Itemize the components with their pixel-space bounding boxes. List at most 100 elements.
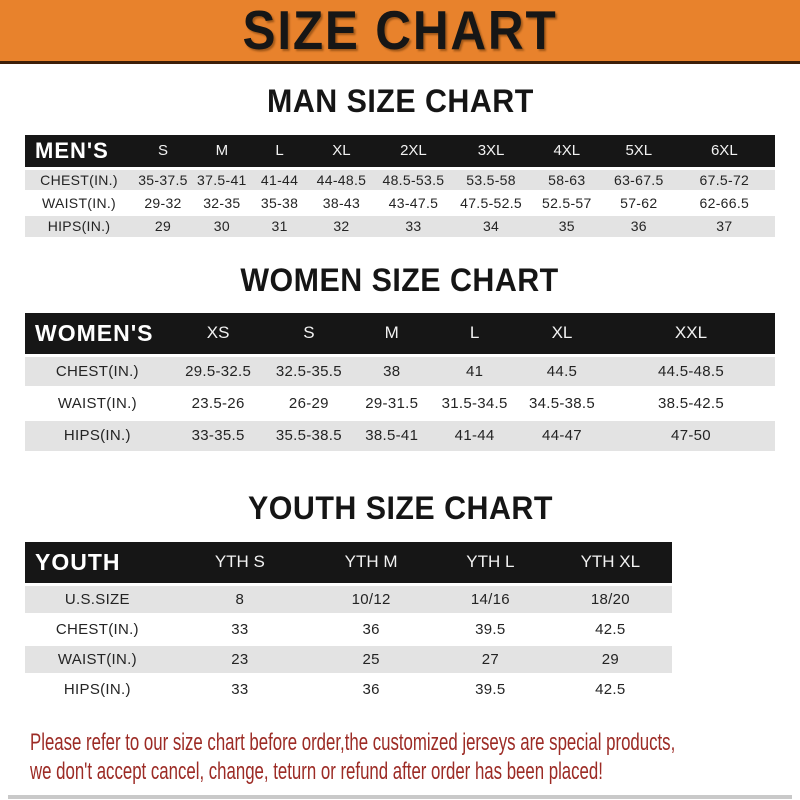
size-value-cell: 33 — [231, 681, 249, 699]
size-value-cell: 35 — [558, 218, 575, 235]
size-value-cell: 32 — [333, 218, 350, 235]
size-value-cell: 14/16 — [470, 590, 510, 608]
size-value-cell: 30 — [213, 218, 230, 235]
size-value-cell: 33 — [231, 620, 249, 638]
size-value-cell: 33 — [405, 218, 422, 235]
row-label-cell: CHEST(IN.) — [40, 171, 118, 188]
size-value-cell: 32.5-35.5 — [275, 362, 342, 380]
table-row: HIPS(IN.) 33 36 39.5 42.5 — [25, 674, 775, 704]
size-value-cell: 42.5 — [595, 620, 626, 638]
size-column-header: YTH XL — [580, 552, 641, 572]
size-value-cell: 25 — [362, 650, 380, 668]
table-row: CHEST(IN.) 29.5-32.5 32.5-35.5 38 41 44.5 44.5… — [25, 355, 775, 387]
footer-note: Please refer to our size chart before or… — [0, 728, 800, 786]
size-value-cell: 44.5-48.5 — [657, 362, 725, 380]
size-value-cell: 44.5 — [546, 362, 578, 380]
row-label-cell: WAIST(IN.) — [57, 650, 137, 668]
size-value-cell: 36 — [362, 681, 380, 699]
size-value-cell: 35-38 — [260, 194, 299, 211]
women-heading-text: WOMEN SIZE CHART — [240, 262, 560, 298]
size-value-cell: 32-35 — [203, 194, 241, 211]
size-value-cell: 44-47 — [542, 427, 582, 445]
banner: SIZE CHART — [0, 0, 800, 64]
section-women: WOMEN SIZE CHART WOMEN'S XS S M L XL XXL CHEST(… — [0, 263, 800, 451]
size-column-header: 6XL — [710, 142, 738, 160]
table-row: HIPS(IN.) 29 30 31 32 33 34 35 36 37 — [25, 214, 775, 237]
table-group-label: WOMEN'S — [35, 319, 154, 346]
size-value-cell: 26-29 — [288, 394, 329, 412]
size-value-cell: 29 — [154, 218, 172, 235]
size-value-cell: 8 — [235, 590, 245, 608]
youth-heading-text: YOUTH SIZE CHART — [247, 490, 553, 526]
size-value-cell: 41 — [465, 362, 484, 380]
size-value-cell: 35-37.5 — [138, 171, 188, 188]
size-value-cell: 37 — [716, 218, 733, 235]
size-value-cell: 23 — [231, 650, 249, 668]
table-header-row: MEN'S S M L XL 2XL 3XL 4XL 5XL 6XL — [25, 135, 775, 168]
size-column-header: L — [469, 323, 480, 343]
size-value-cell: 29 — [601, 650, 619, 668]
table-group-label: YOUTH — [35, 548, 121, 575]
size-value-cell: 31 — [271, 218, 288, 235]
size-column-header: XL — [332, 142, 351, 160]
size-value-cell: 29.5-32.5 — [185, 362, 252, 380]
size-value-cell: 41-44 — [454, 427, 495, 445]
size-value-cell: 63-67.5 — [613, 171, 664, 188]
row-label-cell: CHEST(IN.) — [55, 620, 139, 638]
size-value-cell: 44-48.5 — [316, 171, 367, 188]
footer-line-1: Please refer to our size chart before or… — [30, 729, 676, 756]
size-value-cell: 38 — [383, 362, 401, 380]
size-value-cell: 35.5-38.5 — [275, 427, 342, 445]
size-column-header: M — [215, 142, 229, 160]
table-row: HIPS(IN.) 33-35.5 35.5-38.5 38.5-41 41-44 44-… — [25, 419, 775, 451]
size-column-header: 3XL — [477, 142, 505, 160]
size-value-cell: 41-44 — [260, 171, 299, 188]
size-value-cell: 52.5-57 — [542, 194, 592, 211]
size-column-header: 4XL — [553, 142, 581, 160]
section-men: MAN SIZE CHART MEN'S S M L XL 2XL 3XL 4XL 5XL 6XL… — [0, 84, 800, 237]
size-value-cell: 27 — [481, 650, 499, 668]
size-column-header: L — [275, 142, 284, 160]
row-label-cell: WAIST(IN.) — [41, 194, 117, 211]
size-value-cell: 33-35.5 — [191, 427, 245, 445]
size-column-header: YTH L — [466, 552, 515, 572]
women-size-table: WOMEN'S XS S M L XL XXL CHEST(IN.) 29.5-32.5 32.5… — [25, 313, 775, 451]
size-column-header: S — [303, 323, 315, 343]
size-value-cell: 53.5-58 — [466, 171, 516, 188]
table-row: WAIST(IN.) 23 25 27 29 — [25, 644, 775, 674]
men-size-table: MEN'S S M L XL 2XL 3XL 4XL 5XL 6XL CHEST(IN.) 35-37… — [25, 135, 775, 237]
size-value-cell: 10/12 — [351, 590, 391, 608]
size-value-cell: 57-62 — [620, 194, 658, 211]
row-label-cell: HIPS(IN.) — [63, 681, 131, 699]
men-section-heading: MAN SIZE CHART — [0, 84, 800, 118]
youth-section-heading: YOUTH SIZE CHART — [0, 491, 800, 525]
size-value-cell: 39.5 — [475, 620, 506, 638]
size-value-cell: 34.5-38.5 — [528, 394, 596, 412]
size-column-header: M — [384, 323, 399, 343]
table-row: CHEST(IN.) 33 36 39.5 42.5 — [25, 614, 775, 644]
table-row: WAIST(IN.) 29-32 32-35 35-38 38-43 43-47.5 47.… — [25, 191, 775, 214]
men-heading-text: MAN SIZE CHART — [266, 83, 534, 119]
size-value-cell: 36 — [362, 620, 380, 638]
size-value-cell: 38-43 — [322, 194, 361, 211]
youth-size-table: YOUTH YTH S YTH M YTH L YTH XL U.S.SIZE 8 10/12… — [25, 542, 775, 704]
size-value-cell: 58-63 — [548, 171, 586, 188]
size-column-header: XS — [206, 323, 230, 343]
table-header-row: WOMEN'S XS S M L XL XXL — [25, 313, 775, 355]
size-column-header: XL — [551, 323, 573, 343]
size-value-cell: 62-66.5 — [699, 194, 750, 211]
size-value-cell: 47.5-52.5 — [460, 194, 522, 211]
table-header-row: YOUTH YTH S YTH M YTH L YTH XL — [25, 542, 775, 584]
size-value-cell: 34 — [482, 218, 500, 235]
size-value-cell: 31.5-34.5 — [441, 394, 508, 412]
size-column-header: YTH M — [344, 552, 398, 572]
footer-line-2: we don't accept cancel, change, teturn o… — [30, 758, 603, 785]
size-value-cell: 67.5-72 — [699, 171, 750, 188]
size-value-cell: 36 — [630, 218, 647, 235]
size-value-cell: 38.5-42.5 — [657, 394, 725, 412]
size-value-cell: 39.5 — [475, 681, 506, 699]
size-column-header: YTH S — [214, 552, 265, 572]
size-value-cell: 38.5-41 — [365, 427, 419, 445]
size-value-cell: 29-32 — [144, 194, 182, 211]
